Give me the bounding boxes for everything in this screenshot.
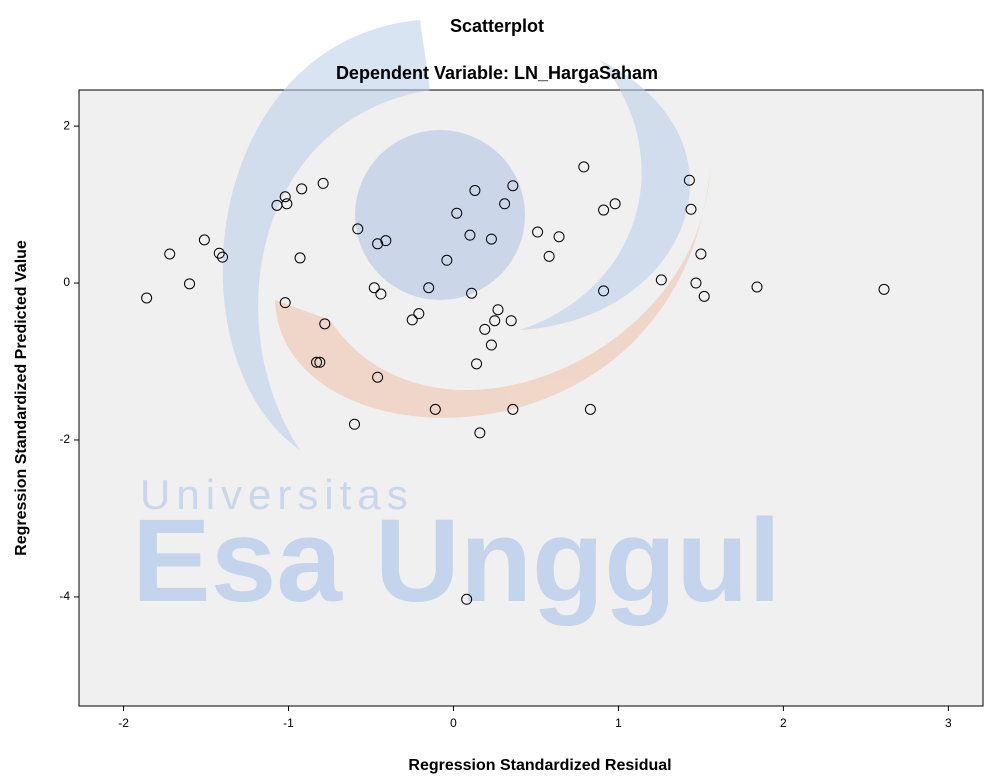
x-tick-label: -2 — [118, 716, 129, 730]
x-tick-label: 0 — [450, 716, 457, 730]
chart-subtitle: Dependent Variable: LN_HargaSaham — [336, 63, 658, 83]
watermark-text: Esa Unggul — [132, 495, 781, 627]
x-tick-label: 1 — [615, 716, 622, 730]
chart: Universitas Esa Unggul Scatterplot Depen… — [0, 0, 984, 782]
chart-title: Scatterplot — [450, 16, 544, 36]
logo-circle — [355, 130, 525, 300]
x-tick-label: 3 — [945, 716, 952, 730]
x-tick-label: 2 — [780, 716, 787, 730]
x-tick-label: -1 — [283, 716, 294, 730]
y-tick-label: -2 — [59, 432, 70, 446]
x-axis-title: Regression Standardized Residual — [408, 757, 671, 774]
y-tick-label: 0 — [63, 275, 70, 289]
y-tick-label: -4 — [59, 589, 70, 603]
y-axis-title: Regression Standardized Predicted Value — [13, 240, 30, 556]
y-tick-label: 2 — [63, 118, 70, 132]
